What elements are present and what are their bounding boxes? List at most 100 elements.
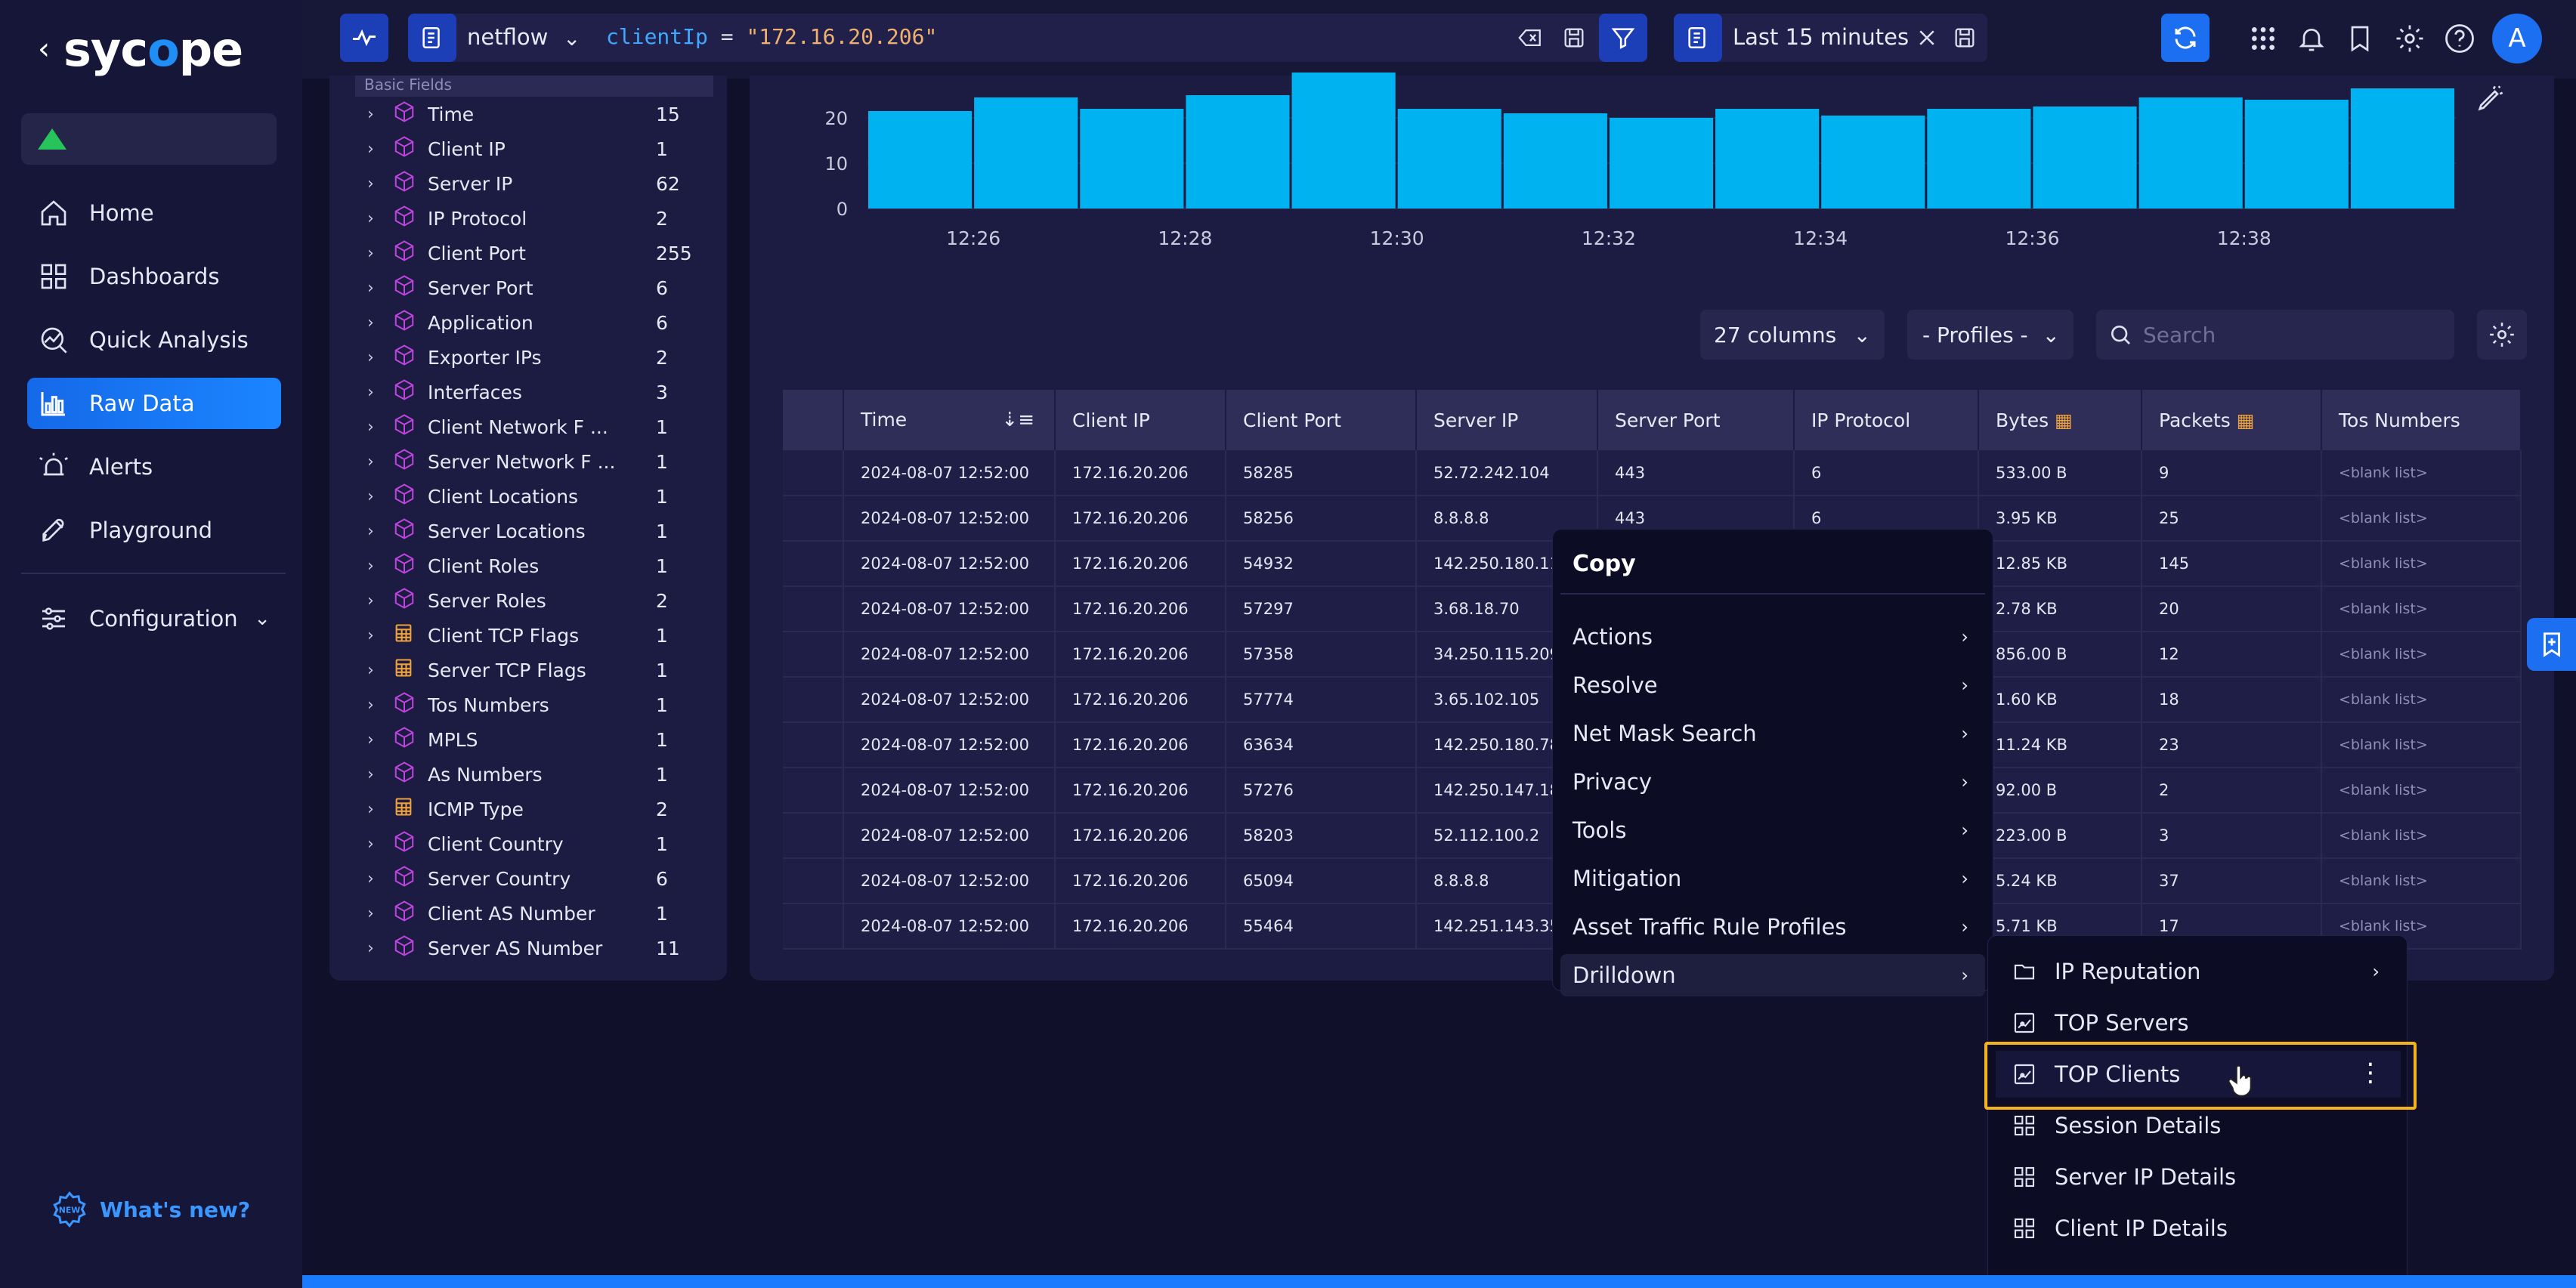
row-select-cell[interactable] bbox=[783, 541, 844, 587]
help-icon[interactable] bbox=[2441, 20, 2479, 57]
submenu-item-server-ip-details[interactable]: Server IP Details bbox=[1996, 1154, 2401, 1200]
expand-chevron-icon[interactable]: › bbox=[367, 869, 374, 888]
table-row[interactable]: 2024-08-07 12:52:00 172.16.20.206 54932 142… bbox=[783, 541, 2522, 587]
column-header-client-port[interactable]: Client Port bbox=[1226, 390, 1417, 450]
table-cell[interactable]: 9 bbox=[2142, 450, 2322, 496]
query-bar[interactable]: netflow ⌄ clientIp = "172.16.20.206" bbox=[408, 14, 1647, 62]
field-list-item[interactable]: › Interfaces 3 bbox=[367, 375, 707, 409]
expand-chevron-icon[interactable]: › bbox=[367, 174, 374, 193]
expand-chevron-icon[interactable]: › bbox=[367, 730, 374, 749]
context-menu-item-privacy[interactable]: Privacy › bbox=[1560, 761, 1985, 803]
field-list-item[interactable]: › Client Port 255 bbox=[367, 236, 707, 270]
expand-chevron-icon[interactable]: › bbox=[367, 903, 374, 923]
histogram-bar[interactable] bbox=[868, 111, 973, 208]
table-cell[interactable]: 2024-08-07 12:52:00 bbox=[843, 722, 1056, 768]
table-cell[interactable]: 172.16.20.206 bbox=[1055, 632, 1226, 678]
expand-chevron-icon[interactable]: › bbox=[367, 382, 374, 402]
table-cell[interactable]: 12.85 KB bbox=[1978, 541, 2142, 587]
expand-chevron-icon[interactable]: › bbox=[367, 417, 374, 437]
clear-query-icon[interactable] bbox=[1511, 19, 1549, 57]
back-chevron-icon[interactable]: ‹ bbox=[38, 32, 50, 66]
submenu-item-top-clients[interactable]: TOP Clients bbox=[1996, 1051, 2401, 1098]
field-list-item[interactable]: › Time 15 bbox=[367, 97, 707, 131]
table-cell[interactable]: <blank list> bbox=[2321, 768, 2522, 814]
table-cell[interactable]: 2024-08-07 12:52:00 bbox=[843, 903, 1056, 950]
time-range-picker[interactable]: Last 15 minutes bbox=[1674, 14, 1987, 62]
expand-chevron-icon[interactable]: › bbox=[367, 938, 374, 958]
table-cell[interactable]: 2024-08-07 12:52:00 bbox=[843, 586, 1056, 632]
expand-chevron-icon[interactable]: › bbox=[367, 764, 374, 784]
field-list-item[interactable]: › Client IP 1 bbox=[367, 131, 707, 166]
table-cell[interactable]: 172.16.20.206 bbox=[1055, 813, 1226, 859]
field-list-item[interactable]: › Client Locations 1 bbox=[367, 479, 707, 514]
column-header-tos-numbers[interactable]: Tos Numbers bbox=[2321, 390, 2522, 450]
sidebar-item-raw-data[interactable]: Raw Data bbox=[27, 378, 281, 429]
user-avatar[interactable]: A bbox=[2492, 14, 2542, 63]
table-cell[interactable]: 18 bbox=[2142, 677, 2322, 723]
table-row[interactable]: 2024-08-07 12:52:00 172.16.20.206 65094 8.8… bbox=[783, 858, 2522, 904]
chart-edit-icon[interactable] bbox=[2471, 80, 2509, 118]
histogram-bar[interactable] bbox=[974, 97, 1078, 208]
row-select-cell[interactable] bbox=[783, 768, 844, 814]
histogram-bar[interactable] bbox=[1821, 116, 1925, 208]
close-icon[interactable] bbox=[1908, 19, 1946, 57]
context-menu-copy[interactable]: Copy bbox=[1573, 551, 1636, 577]
expand-chevron-icon[interactable]: › bbox=[367, 243, 374, 263]
expand-chevron-icon[interactable]: › bbox=[367, 139, 374, 159]
context-menu-item-resolve[interactable]: Resolve › bbox=[1560, 664, 1985, 706]
table-cell[interactable]: 92.00 B bbox=[1978, 768, 2142, 814]
table-cell[interactable]: 856.00 B bbox=[1978, 632, 2142, 678]
field-list-item[interactable]: › Server Country 6 bbox=[367, 861, 707, 896]
row-select-cell[interactable] bbox=[783, 586, 844, 632]
column-header-packets[interactable]: Packets ▦ bbox=[2142, 390, 2322, 450]
table-cell[interactable]: 2.78 KB bbox=[1978, 586, 2142, 632]
table-cell[interactable]: 3.95 KB bbox=[1978, 496, 2142, 542]
table-cell[interactable]: 172.16.20.206 bbox=[1055, 768, 1226, 814]
table-cell[interactable]: 172.16.20.206 bbox=[1055, 541, 1226, 587]
table-cell[interactable]: <blank list> bbox=[2321, 677, 2522, 723]
column-header-server-port[interactable]: Server Port bbox=[1597, 390, 1795, 450]
histogram-bar[interactable] bbox=[2350, 88, 2454, 208]
table-cell[interactable]: 2024-08-07 12:52:00 bbox=[843, 632, 1056, 678]
bookmark-icon[interactable] bbox=[2341, 20, 2379, 57]
table-cell[interactable]: 1.60 KB bbox=[1978, 677, 2142, 723]
settings-gear-icon[interactable] bbox=[2391, 20, 2429, 57]
table-cell[interactable]: <blank list> bbox=[2321, 722, 2522, 768]
table-cell[interactable]: 11.24 KB bbox=[1978, 722, 2142, 768]
table-cell[interactable]: 2024-08-07 12:52:00 bbox=[843, 768, 1056, 814]
context-menu-item-asset-traffic-rule-profiles[interactable]: Asset Traffic Rule Profiles › bbox=[1560, 906, 1985, 948]
table-cell[interactable]: 172.16.20.206 bbox=[1055, 450, 1226, 496]
column-header-ip-protocol[interactable]: IP Protocol bbox=[1794, 390, 1979, 450]
column-header-server-ip[interactable]: Server IP bbox=[1416, 390, 1598, 450]
apps-grid-icon[interactable] bbox=[2244, 20, 2282, 57]
chevron-down-icon[interactable]: ⌄ bbox=[563, 26, 581, 51]
histogram-bar[interactable] bbox=[1186, 95, 1290, 208]
table-cell[interactable]: 65094 bbox=[1226, 858, 1417, 904]
whats-new-link[interactable]: NEW What's new? bbox=[50, 1190, 250, 1229]
field-list-item[interactable]: › Server Network F ... 1 bbox=[367, 444, 707, 479]
histogram-bar[interactable] bbox=[1609, 118, 1714, 208]
status-indicator[interactable] bbox=[21, 113, 277, 165]
expand-chevron-icon[interactable]: › bbox=[367, 278, 374, 298]
histogram-bar[interactable] bbox=[2244, 100, 2349, 208]
row-select-cell[interactable] bbox=[783, 903, 844, 950]
submenu-item-session-details[interactable]: Session Details bbox=[1996, 1102, 2401, 1149]
row-select-cell[interactable] bbox=[783, 450, 844, 496]
table-cell[interactable]: 52.72.242.104 bbox=[1416, 450, 1598, 496]
filter-button[interactable] bbox=[1599, 14, 1647, 62]
notifications-bell-icon[interactable] bbox=[2293, 20, 2330, 57]
expand-chevron-icon[interactable]: › bbox=[367, 521, 374, 541]
table-cell[interactable]: 2024-08-07 12:52:00 bbox=[843, 813, 1056, 859]
expand-chevron-icon[interactable]: › bbox=[367, 208, 374, 228]
table-cell[interactable]: <blank list> bbox=[2321, 586, 2522, 632]
histogram-bar[interactable] bbox=[1080, 109, 1184, 208]
field-list-item[interactable]: › Application 6 bbox=[367, 305, 707, 340]
table-cell[interactable]: 37 bbox=[2142, 858, 2322, 904]
table-cell[interactable]: 5.24 KB bbox=[1978, 858, 2142, 904]
column-header-client-ip[interactable]: Client IP bbox=[1055, 390, 1226, 450]
table-cell[interactable]: 2024-08-07 12:52:00 bbox=[843, 677, 1056, 723]
row-select-cell[interactable] bbox=[783, 813, 844, 859]
row-select-cell[interactable] bbox=[783, 722, 844, 768]
table-cell[interactable]: 2024-08-07 12:52:00 bbox=[843, 858, 1056, 904]
field-list-item[interactable]: › Client Roles 1 bbox=[367, 548, 707, 583]
